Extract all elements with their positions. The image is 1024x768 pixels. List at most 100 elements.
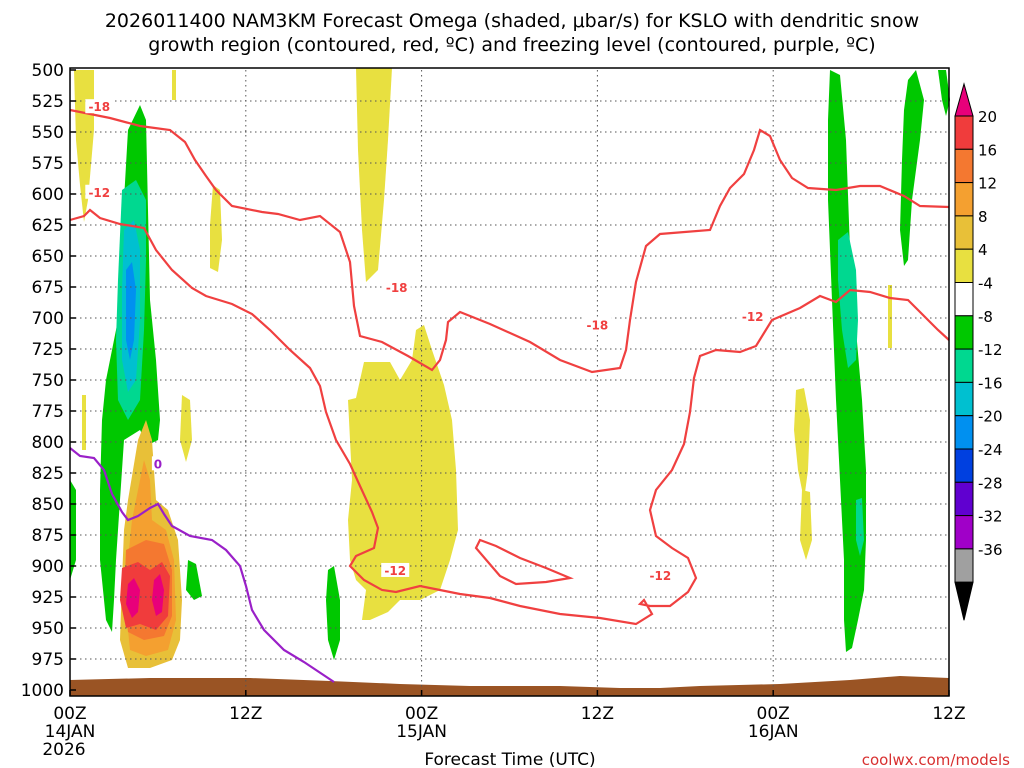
contour-label-bg xyxy=(382,280,411,295)
omega-region-weak-rising-10 xyxy=(888,285,892,348)
contour-label-bg xyxy=(583,317,612,332)
colorbar-segment xyxy=(954,148,974,184)
omega-region-weak-rising-7 xyxy=(348,325,458,620)
contour-label-bg xyxy=(151,456,164,471)
colorbar-top-arrow xyxy=(954,82,974,117)
contour-label: -18 xyxy=(88,100,110,114)
colorbar-label: 4 xyxy=(978,241,988,259)
omega-region-rising-right-3 xyxy=(938,70,950,116)
colorbar-label: -24 xyxy=(978,441,1003,459)
y-tick-label: 675 xyxy=(32,278,64,298)
y-tick-label: 750 xyxy=(32,371,64,391)
colorbar-segment xyxy=(954,348,974,383)
y-tick-label: 525 xyxy=(32,92,64,112)
y-tick-label: 900 xyxy=(32,557,64,577)
colorbar-label: 8 xyxy=(978,208,988,226)
plot-background xyxy=(70,68,949,696)
omega-region-rising-right-2 xyxy=(900,70,924,266)
x-tick-label: 00Z xyxy=(405,704,438,724)
contour-label-bg xyxy=(381,562,410,577)
colorbar-segment xyxy=(954,248,974,283)
colorbar-label: -36 xyxy=(978,541,1003,559)
colorbar-label: -28 xyxy=(978,474,1003,492)
colorbar-segment xyxy=(954,481,974,517)
x-tick-date: 14JAN xyxy=(45,722,96,742)
contour-label-bg xyxy=(85,99,114,114)
colorbar-segment xyxy=(954,415,974,450)
y-tick-label: 800 xyxy=(32,433,64,453)
x-tick-label: 12Z xyxy=(932,704,965,724)
contour-label: -12 xyxy=(742,310,764,324)
y-tick-label: 850 xyxy=(32,495,64,515)
y-tick-label: 975 xyxy=(32,650,64,670)
y-tick-label: 925 xyxy=(32,588,64,608)
omega-region-weak-rising-3 xyxy=(210,185,222,272)
colorbar: 20 16 12 8 4 -4 -8 -12 -16 -20 -24 -28 -32 -36 xyxy=(954,82,1003,621)
colorbar-bottom-arrow xyxy=(954,581,974,621)
chart-title-line1: 2026011400 NAM3KM Forecast Omega (shaded… xyxy=(105,10,919,32)
omega-region-rising-mid xyxy=(326,566,340,660)
colorbar-label: 12 xyxy=(978,175,997,193)
contour-minus12-main xyxy=(69,208,950,626)
contour-lines xyxy=(69,108,950,683)
omega-region-weak-rising-9 xyxy=(800,490,812,560)
x-tick-label: 00Z xyxy=(757,704,790,724)
omega-region-rising-right-teal-2 xyxy=(856,498,864,556)
contour-minus18-upper xyxy=(69,108,950,374)
chart-title-line2: growth region (contoured, red, ºC) and f… xyxy=(148,34,875,56)
omega-region-weak-rising-4 xyxy=(180,395,192,462)
y-tick-label: 625 xyxy=(32,216,64,236)
omega-region-weak-rising-8 xyxy=(794,388,810,500)
plot-frame xyxy=(69,67,950,697)
x-tick-date: 15JAN xyxy=(396,722,447,742)
colorbar-label: -32 xyxy=(978,508,1003,526)
omega-region-weak-rising-6 xyxy=(356,68,392,282)
omega-region-sinking-magenta-2 xyxy=(152,574,164,616)
omega-region-rising-right-teal xyxy=(838,232,858,368)
y-tick-label: 650 xyxy=(32,247,64,267)
colorbar-label: -20 xyxy=(978,408,1003,426)
colorbar-segment xyxy=(954,448,974,483)
y-axis: 500 525 550 575 600 625 650 675 700 725 750 775 800 8… xyxy=(21,61,76,701)
colorbar-segment xyxy=(954,515,974,550)
contour-label: -12 xyxy=(88,186,110,200)
x-tick-year: 2026 xyxy=(42,740,85,760)
y-tick-label: 775 xyxy=(32,402,64,422)
terrain-fill xyxy=(70,676,949,696)
y-tick-label: 550 xyxy=(32,123,64,143)
colorbar-segment xyxy=(954,115,974,150)
contour-label-bg xyxy=(85,184,114,199)
contour-label: -12 xyxy=(650,569,672,583)
omega-region-sinking-magenta-1 xyxy=(126,578,140,618)
x-tick-label: 12Z xyxy=(581,704,614,724)
y-tick-label: 500 xyxy=(32,61,64,81)
colorbar-label: -8 xyxy=(978,308,993,326)
contour-label-bg xyxy=(646,567,675,582)
colorbar-segment xyxy=(954,548,974,583)
contour-label: -12 xyxy=(384,564,406,578)
x-tick-label: 12Z xyxy=(229,704,262,724)
contour-label: -18 xyxy=(587,318,609,332)
colorbar-segment xyxy=(954,315,974,350)
contour-minus12-loop xyxy=(474,538,574,586)
colorbar-label: 20 xyxy=(978,108,997,126)
y-tick-label: 825 xyxy=(32,464,64,484)
x-tick-label: 00Z xyxy=(53,704,86,724)
colorbar-label: 16 xyxy=(978,141,997,159)
colorbar-segment xyxy=(954,282,974,317)
colorbar-label: -12 xyxy=(978,341,1003,359)
y-tick-label: 950 xyxy=(32,619,64,639)
credit-text: coolwx.com/models xyxy=(862,751,1010,768)
x-tick-date: 16JAN xyxy=(748,722,799,742)
y-tick-label: 1000 xyxy=(21,681,64,701)
colorbar-label: -4 xyxy=(978,275,993,293)
contour-labels: -18 -12 -18 -18 -12 -12 -12 0 xyxy=(85,99,767,583)
colorbar-segment xyxy=(954,215,974,250)
y-tick-label: 600 xyxy=(32,185,64,205)
freezing-level xyxy=(69,447,335,683)
omega-region-weak-rising-5 xyxy=(82,395,86,450)
omega-region-rising-small xyxy=(186,560,202,600)
omega-region-weak-rising-2 xyxy=(172,70,176,100)
